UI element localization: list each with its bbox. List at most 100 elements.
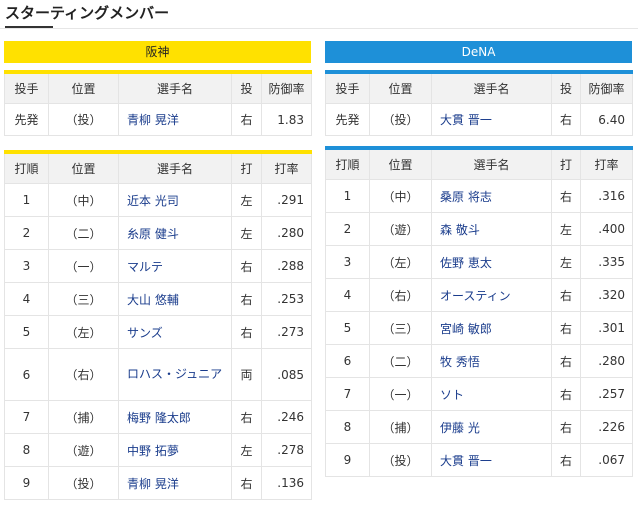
column-header: 打順 <box>325 147 370 180</box>
player-name-link[interactable]: オースティン <box>431 278 552 312</box>
player-name-link[interactable]: 大貫 晋一 <box>431 443 552 477</box>
player-name-link[interactable]: 近本 光司 <box>118 183 232 217</box>
batting-order-cell: 1 <box>325 179 370 213</box>
hand-cell: 右 <box>231 249 262 283</box>
column-header: 選手名 <box>431 147 552 180</box>
player-name-link[interactable]: ロハス・ジュニア <box>118 348 232 401</box>
hand-cell: 右 <box>551 377 581 411</box>
table-header-row: 投手 位置 選手名 投 防御率 <box>4 71 312 104</box>
player-name-link[interactable]: 青柳 晃洋 <box>118 103 232 136</box>
table-row: 6 （二） 牧 秀悟 右 .280 <box>325 344 633 378</box>
column-header: 位置 <box>369 147 432 180</box>
column-header: 打率 <box>261 151 312 184</box>
player-name-link[interactable]: 青柳 晃洋 <box>118 466 232 500</box>
player-name-link[interactable]: 桑原 将志 <box>431 179 552 213</box>
title-divider <box>0 28 638 29</box>
player-name-link[interactable]: 森 敬斗 <box>431 212 552 246</box>
batting-order-cell: 6 <box>4 348 49 401</box>
player-name-link[interactable]: 中野 拓夢 <box>118 433 232 467</box>
position-cell: （中） <box>48 183 119 217</box>
table-row: 8 （捕） 伊藤 光 右 .226 <box>325 410 633 444</box>
player-name-link[interactable]: 大山 悠輔 <box>118 282 232 316</box>
position-cell: （二） <box>48 216 119 250</box>
batting-average-cell: .280 <box>580 344 633 378</box>
hand-cell: 左 <box>231 433 262 467</box>
table-row: 5 （左） サンズ 右 .273 <box>4 315 312 349</box>
hand-cell: 両 <box>231 348 262 401</box>
page-title: スターティングメンバー <box>5 4 170 22</box>
position-cell: （投） <box>48 103 119 136</box>
position-cell: （投） <box>48 466 119 500</box>
batting-order-cell: 9 <box>4 466 49 500</box>
role-cell: 先発 <box>4 103 49 136</box>
team-header-dena: DeNA <box>325 41 632 63</box>
column-header: 選手名 <box>118 151 232 184</box>
batting-average-cell: .278 <box>261 433 312 467</box>
column-header: 位置 <box>48 151 119 184</box>
batting-average-cell: .085 <box>261 348 312 401</box>
table-row: 1 （中） 桑原 将志 右 .316 <box>325 179 633 213</box>
column-header: 防御率 <box>580 71 633 104</box>
hand-cell: 左 <box>551 212 581 246</box>
player-name-link[interactable]: マルテ <box>118 249 232 283</box>
hand-cell: 右 <box>551 410 581 444</box>
hand-cell: 右 <box>231 103 262 136</box>
batting-order-cell: 4 <box>4 282 49 316</box>
position-cell: （投） <box>369 103 432 136</box>
batting-average-cell: .316 <box>580 179 633 213</box>
hand-cell: 左 <box>231 216 262 250</box>
player-name-link[interactable]: ソト <box>431 377 552 411</box>
hand-cell: 右 <box>551 344 581 378</box>
table-row: 7 （一） ソト 右 .257 <box>325 377 633 411</box>
position-cell: （三） <box>369 311 432 345</box>
batting-order-cell: 2 <box>4 216 49 250</box>
position-cell: （遊） <box>369 212 432 246</box>
position-cell: （捕） <box>369 410 432 444</box>
position-cell: （左） <box>48 315 119 349</box>
batting-order-cell: 3 <box>4 249 49 283</box>
position-cell: （三） <box>48 282 119 316</box>
table-row: 2 （遊） 森 敬斗 左 .400 <box>325 212 633 246</box>
era-cell: 1.83 <box>261 103 312 136</box>
batting-average-cell: .067 <box>580 443 633 477</box>
table-row: 先発 （投） 青柳 晃洋 右 1.83 <box>4 103 312 136</box>
batting-order-cell: 1 <box>4 183 49 217</box>
batting-average-cell: .253 <box>261 282 312 316</box>
player-name-link[interactable]: 牧 秀悟 <box>431 344 552 378</box>
hand-cell: 右 <box>551 278 581 312</box>
table-header-row: 打順 位置 選手名 打 打率 <box>4 151 312 184</box>
batting-average-cell: .301 <box>580 311 633 345</box>
position-cell: （右） <box>369 278 432 312</box>
position-cell: （一） <box>369 377 432 411</box>
column-header: 投手 <box>325 71 370 104</box>
batting-average-cell: .226 <box>580 410 633 444</box>
hand-cell: 右 <box>551 311 581 345</box>
player-name-link[interactable]: 大貫 晋一 <box>431 103 552 136</box>
hand-cell: 右 <box>231 466 262 500</box>
position-cell: （捕） <box>48 400 119 434</box>
batting-average-cell: .291 <box>261 183 312 217</box>
player-name-link[interactable]: 梅野 隆太郎 <box>118 400 232 434</box>
tigers-pitcher-table: 投手 位置 選手名 投 防御率 先発 （投） 青柳 晃洋 右 1.83 <box>4 70 312 136</box>
table-row: 3 （一） マルテ 右 .288 <box>4 249 312 283</box>
table-row: 4 （三） 大山 悠輔 右 .253 <box>4 282 312 316</box>
player-name-link[interactable]: サンズ <box>118 315 232 349</box>
player-name-link[interactable]: 佐野 恵太 <box>431 245 552 279</box>
table-row: 8 （遊） 中野 拓夢 左 .278 <box>4 433 312 467</box>
table-row: 5 （三） 宮崎 敏郎 右 .301 <box>325 311 633 345</box>
table-row: 先発 （投） 大貫 晋一 右 6.40 <box>325 103 633 136</box>
batting-order-cell: 8 <box>325 410 370 444</box>
batting-average-cell: .320 <box>580 278 633 312</box>
batting-order-cell: 6 <box>325 344 370 378</box>
player-name-link[interactable]: 伊藤 光 <box>431 410 552 444</box>
dena-lineup-table: 打順 位置 選手名 打 打率 1 （中） 桑原 将志 右 .316 2 （遊） … <box>325 146 633 477</box>
table-row: 9 （投） 青柳 晃洋 右 .136 <box>4 466 312 500</box>
player-name-link[interactable]: 宮崎 敏郎 <box>431 311 552 345</box>
hand-cell: 左 <box>231 183 262 217</box>
player-name-link[interactable]: 糸原 健斗 <box>118 216 232 250</box>
hand-cell: 右 <box>551 443 581 477</box>
column-header: 防御率 <box>261 71 312 104</box>
batting-order-cell: 9 <box>325 443 370 477</box>
column-header: 位置 <box>369 71 432 104</box>
position-cell: （投） <box>369 443 432 477</box>
